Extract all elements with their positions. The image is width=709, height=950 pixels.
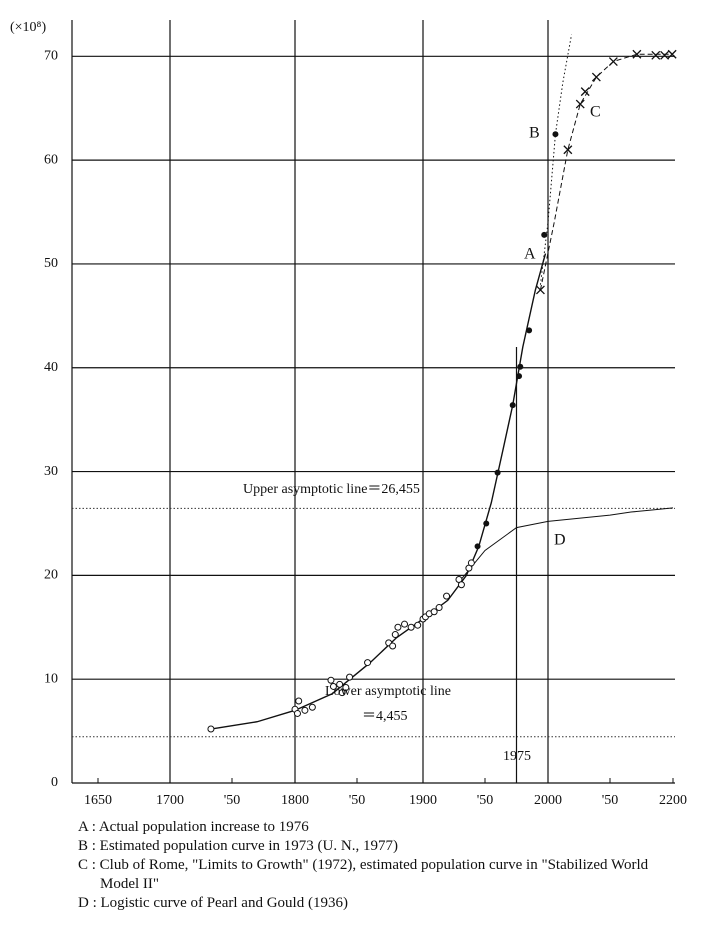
annotation: A (524, 246, 536, 263)
y-tick-label: 50 (44, 256, 58, 271)
open-point (301, 706, 309, 714)
open-point (443, 592, 451, 600)
annotation: B (529, 125, 540, 142)
filled-point (517, 363, 524, 370)
note: A : Actual population increase to 1976 (78, 819, 309, 835)
open-point (391, 631, 399, 639)
x-tick-label: '50 (602, 793, 619, 808)
open-point (394, 623, 402, 631)
annotation: D (554, 532, 566, 549)
cross-point (580, 87, 590, 97)
open-point (435, 604, 443, 612)
open-point (308, 703, 316, 711)
filled-point (494, 469, 501, 476)
x-tick-label: 2000 (534, 793, 562, 808)
open-point (338, 689, 346, 697)
x-tick-label: '50 (349, 793, 366, 808)
open-point (467, 559, 475, 567)
x-tick-label: 2200 (659, 793, 687, 808)
cross-point (608, 57, 618, 66)
open-point (342, 683, 350, 691)
open-point (207, 725, 215, 733)
open-point (336, 680, 344, 688)
x-tick-label: '50 (477, 793, 494, 808)
cross-point (591, 72, 601, 82)
filled-point (509, 402, 516, 409)
open-point (295, 697, 303, 705)
open-point (401, 620, 409, 628)
note: B : Estimated population curve in 1973 (… (78, 838, 398, 854)
y-unit-label: (×10⁸) (10, 20, 46, 35)
open-point (293, 709, 301, 717)
open-point (364, 659, 372, 667)
annotation: Lower asymptotic line (325, 684, 451, 699)
cross-point (563, 145, 573, 155)
chart: (×10⁸) 0 10 20 30 40 50 60 70 1650 1700 '50 1800 '50… (10, 20, 687, 808)
open-point (414, 621, 422, 629)
note: C : Club of Rome, "Limits to Growth" (19… (78, 857, 649, 892)
y-tick-label: 0 (51, 775, 58, 790)
open-point (389, 642, 397, 650)
y-tick-label: 30 (44, 464, 58, 479)
note: D : Logistic curve of Pearl and Gould (1… (78, 895, 348, 911)
open-point (346, 673, 354, 681)
annotation: Upper asymptotic line＝26,455 (243, 482, 420, 497)
filled-point (552, 131, 559, 138)
x-tick-label: 1800 (281, 793, 309, 808)
notes: A : Actual population increase to 1976 B … (78, 818, 678, 913)
curve (539, 53, 673, 291)
cross-point (535, 285, 545, 295)
curve (459, 507, 674, 581)
cross-point (667, 49, 677, 59)
annotation: C (590, 104, 601, 121)
cross-point (632, 49, 642, 59)
y-tick-label: 70 (44, 49, 58, 64)
filled-point (526, 327, 533, 334)
open-point (457, 581, 465, 589)
x-tick-label: 1650 (84, 793, 112, 808)
open-point (329, 682, 337, 690)
y-tick-label: 10 (44, 671, 58, 686)
filled-point (541, 231, 548, 238)
open-point (407, 623, 415, 631)
x-tick-label: '50 (224, 793, 241, 808)
cross-point (660, 50, 670, 60)
y-tick-label: 60 (44, 152, 58, 167)
filled-point (483, 520, 490, 527)
x-tick-label: 1700 (156, 793, 184, 808)
annotation: ＝4,455 (362, 709, 408, 724)
x-tick-label: 1900 (409, 793, 437, 808)
cross-point (575, 99, 585, 109)
filled-point (516, 373, 523, 380)
y-tick-label: 20 (44, 568, 58, 583)
y-tick-label: 40 (44, 360, 58, 375)
filled-point (474, 543, 481, 550)
open-point (327, 676, 335, 684)
cross-point (651, 50, 661, 60)
annotation: 1975 (503, 749, 531, 764)
open-point (430, 608, 438, 616)
